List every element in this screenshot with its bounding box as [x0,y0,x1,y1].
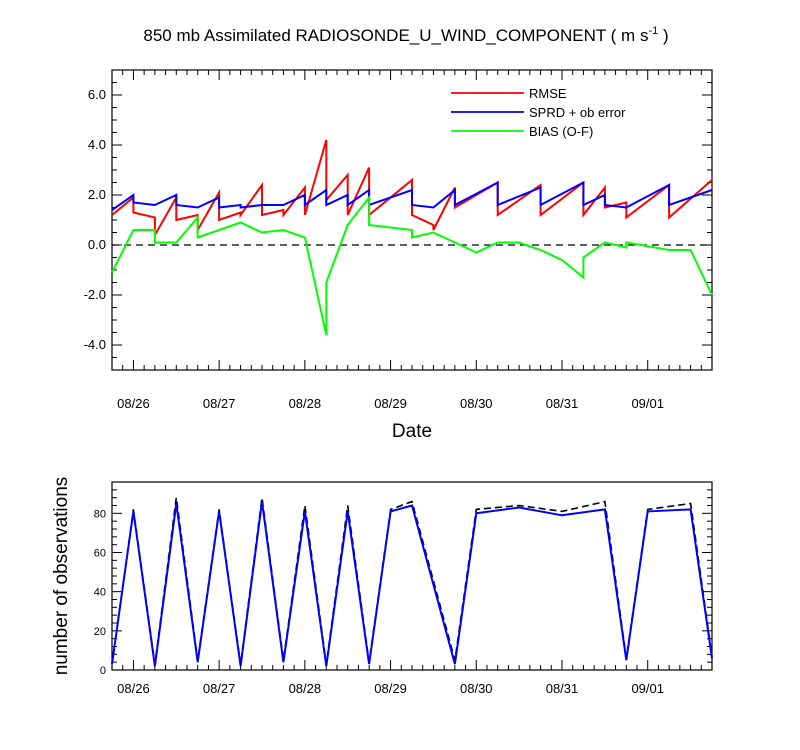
top-y-tick-label: 4.0 [88,137,106,152]
top-series-sprd-ob-error [111,180,713,211]
chart-title-exponent: -1 [648,25,658,37]
top-x-tick-label: 08/29 [374,396,407,411]
chart-title-main: 850 mb Assimilated RADIOSONDE_U_WIND_COM… [143,26,648,45]
top-x-tick-label: 08/30 [460,396,493,411]
top-x-tick-label: 08/31 [546,396,579,411]
bottom-frame [111,481,713,671]
top-x-tick-label: 08/27 [203,396,236,411]
top-y-tick-label: 2.0 [88,187,106,202]
top-x-tick-label: 09/01 [631,396,664,411]
bottom-x-tick-label: 08/30 [460,681,493,696]
bottom-series-observations-total [111,497,713,665]
top-x-tick-label: 08/28 [289,396,322,411]
bottom-x-tick-label: 08/28 [289,681,322,696]
bottom-x-tick-label: 08/29 [374,681,407,696]
bottom-x-tick-label: 08/27 [203,681,236,696]
top-series-rmse [111,139,713,239]
bottom-y-tick-label: 40 [94,587,106,599]
bottom-y-tick-label: 20 [94,626,106,638]
chart-title: 850 mb Assimilated RADIOSONDE_U_WIND_COM… [143,25,668,45]
top-x-tick-label: 08/26 [117,396,150,411]
bottom-y-tick-label: 0 [100,665,106,677]
legend-label-spread: SPRD + ob error [529,105,626,120]
bottom-y-tick-label: 80 [94,508,106,520]
chart-title-close: ) [658,26,668,45]
top-y-tick-label: 6.0 [88,87,106,102]
top-series-bias-o-f [111,194,713,336]
top-panel: 08/26 08/27 08/28 08/29 08/30 08/31 09/01 -4.0 -… [84,69,713,411]
bottom-x-tick-label: 09/01 [631,681,664,696]
top-y-tick-label: 0.0 [88,237,106,252]
y-axis-label: number of observations [51,477,72,676]
bottom-series-observations-used [111,501,713,667]
top-y-tick-label: -4.0 [84,337,106,352]
x-axis-label: Date [392,421,432,442]
top-y-tick-label: -2.0 [84,287,106,302]
bottom-x-tick-label: 08/26 [117,681,150,696]
bottom-panel: 08/26 08/27 08/28 08/29 08/30 08/31 09/01 0 20 40… [94,481,713,696]
legend-label-bias: BIAS (O-F) [529,124,593,139]
bottom-y-tick-label: 60 [94,548,106,560]
legend-label-rmse: RMSE [529,86,567,101]
legend: RMSE SPRD + ob error BIAS (O-F) [451,86,626,139]
bottom-x-tick-label: 08/31 [546,681,579,696]
